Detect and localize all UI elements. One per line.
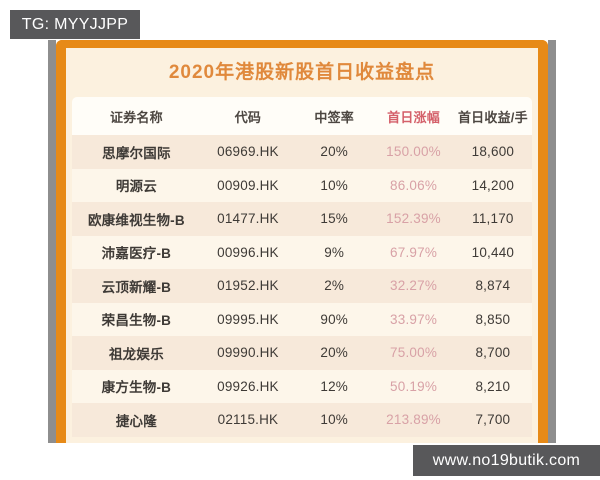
table-row: 欧康维视生物-B 01477.HK 15% 152.39% 11,170 [72, 202, 532, 236]
stock-name-cell: 荣昌生物-B [101, 313, 172, 329]
win-rate-cell: 2% [324, 278, 345, 294]
col-header-win-rate: 中签率 [314, 109, 354, 125]
table-header-row: 证券名称 代码 中签率 首日涨幅 首日收益/手 [72, 97, 532, 135]
income-per-lot-cell: 10,440 [471, 244, 515, 260]
win-rate-cell: 9% [324, 244, 345, 260]
table-row: 明源云 00909.HK 10% 86.06% 14,200 [72, 168, 532, 202]
frame-shadow-right [548, 40, 556, 443]
col-header-stock-name: 证券名称 [109, 109, 163, 125]
win-rate-cell: 90% [320, 311, 348, 327]
poster-frame: 2020年港股新股首日收益盘点 证券名称 代码 中签率 首日涨幅 首日收益/手 … [56, 40, 548, 443]
code-cell: 09990.HK [217, 345, 279, 361]
first-day-gain-cell: 150.00% [386, 144, 441, 160]
table-row: 思摩尔国际 06969.HK 20% 150.00% 18,600 [72, 135, 532, 169]
stock-name-cell: 康方生物-B [101, 380, 172, 396]
stock-name-cell: 捷心隆 [115, 413, 157, 429]
stock-name-cell: 沛嘉医疗-B [101, 246, 172, 262]
code-cell: 02115.HK [217, 412, 279, 428]
win-rate-cell: 12% [320, 378, 348, 394]
ipo-returns-table: 证券名称 代码 中签率 首日涨幅 首日收益/手 思摩尔国际 06969.HK 20%… [72, 97, 532, 437]
first-day-gain-cell: 50.19% [390, 378, 438, 394]
win-rate-cell: 10% [320, 412, 348, 428]
table-body: 思摩尔国际 06969.HK 20% 150.00% 18,600 明源云 00909.HK… [72, 135, 532, 437]
stock-name-cell: 思摩尔国际 [102, 145, 171, 161]
code-cell: 09995.HK [217, 311, 279, 327]
code-cell: 06969.HK [217, 144, 279, 160]
income-per-lot-cell: 8,700 [475, 345, 511, 361]
first-day-gain-cell: 67.97% [390, 244, 438, 260]
table-row: 康方生物-B 09926.HK 12% 50.19% 8,210 [72, 369, 532, 403]
table-row: 祖龙娱乐 09990.HK 20% 75.00% 8,700 [72, 336, 532, 370]
stock-name-cell: 祖龙娱乐 [108, 346, 164, 362]
income-per-lot-cell: 7,700 [475, 412, 511, 428]
table-row: 捷心隆 02115.HK 10% 213.89% 7,700 [72, 403, 532, 437]
code-cell: 01952.HK [217, 278, 279, 294]
stock-name-cell: 欧康维视生物-B [87, 212, 185, 228]
win-rate-cell: 10% [320, 177, 348, 193]
first-day-gain-cell: 32.27% [390, 278, 438, 294]
page-title: 2020年港股新股首日收益盘点 [168, 62, 436, 83]
income-per-lot-cell: 8,850 [475, 311, 511, 327]
table-row: 沛嘉医疗-B 00996.HK 9% 67.97% 10,440 [72, 235, 532, 269]
income-per-lot-cell: 18,600 [471, 144, 515, 160]
col-header-income-per-lot: 首日收益/手 [457, 109, 528, 125]
income-per-lot-cell: 8,210 [475, 378, 511, 394]
win-rate-cell: 20% [320, 144, 348, 160]
first-day-gain-cell: 33.97% [390, 311, 438, 327]
win-rate-cell: 15% [320, 211, 348, 227]
first-day-gain-cell: 86.06% [390, 177, 438, 193]
first-day-gain-cell: 213.89% [386, 412, 441, 428]
win-rate-cell: 20% [320, 345, 348, 361]
table-row: 荣昌生物-B 09995.HK 90% 33.97% 8,850 [72, 302, 532, 336]
col-header-first-day-gain: 首日涨幅 [387, 109, 440, 125]
table-row: 云顶新耀-B 01952.HK 2% 32.27% 8,874 [72, 269, 532, 303]
watermark-telegram-badge: TG: MYYJJPP [10, 10, 140, 39]
code-cell: 09926.HK [217, 378, 279, 394]
stock-name-cell: 云顶新耀-B [101, 279, 172, 295]
income-per-lot-cell: 14,200 [471, 177, 515, 193]
col-header-code: 代码 [234, 109, 262, 125]
code-cell: 00909.HK [217, 177, 279, 193]
first-day-gain-cell: 75.00% [390, 345, 438, 361]
first-day-gain-cell: 152.39% [386, 211, 441, 227]
watermark-website-badge: www.no19butik.com [413, 445, 600, 476]
code-cell: 00996.HK [217, 244, 279, 260]
frame-shadow-left [48, 40, 56, 443]
stock-name-cell: 明源云 [115, 179, 157, 195]
code-cell: 01477.HK [217, 211, 279, 227]
income-per-lot-cell: 8,874 [475, 278, 511, 294]
income-per-lot-cell: 11,170 [472, 211, 514, 227]
